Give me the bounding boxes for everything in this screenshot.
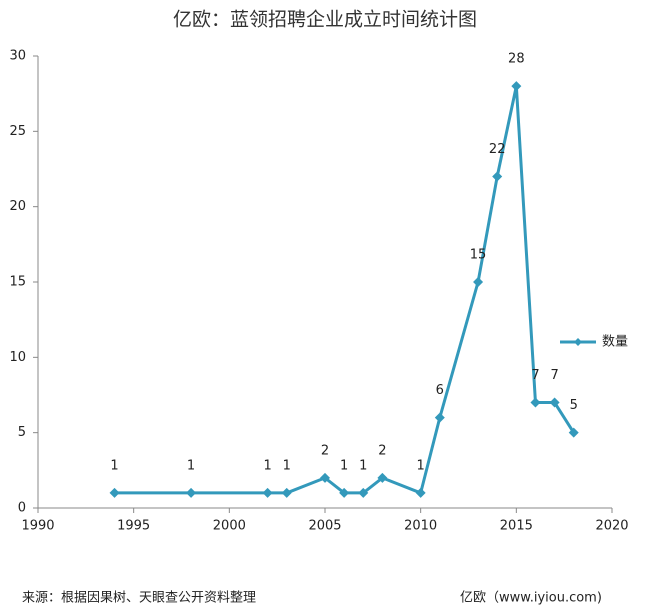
legend-marker: [574, 338, 582, 346]
data-point: [415, 487, 426, 498]
data-label: 1: [340, 458, 348, 473]
y-tick-label: 5: [18, 425, 26, 440]
x-tick-label: 2000: [213, 519, 246, 534]
data-point: [358, 487, 369, 498]
data-label: 1: [283, 458, 291, 473]
data-point: [530, 397, 541, 408]
data-label: 22: [489, 142, 506, 157]
credit-note: 亿欧（www.iyiou.com): [460, 591, 602, 606]
chart-title: 亿欧：蓝领招聘企业成立时间统计图: [173, 9, 477, 31]
data-point: [339, 487, 350, 498]
legend-label: 数量: [602, 335, 628, 350]
y-tick-label: 25: [9, 124, 26, 139]
data-point: [262, 487, 273, 498]
data-label: 15: [470, 248, 487, 263]
y-tick-label: 15: [9, 275, 26, 290]
data-label: 1: [359, 458, 367, 473]
x-tick-label: 2010: [404, 519, 437, 534]
x-tick-label: 2020: [595, 519, 628, 534]
data-label: 5: [570, 398, 578, 413]
y-tick-label: 30: [9, 49, 26, 64]
data-point: [568, 427, 579, 438]
data-label: 1: [187, 458, 195, 473]
data-point: [186, 487, 197, 498]
data-label: 2: [321, 443, 329, 458]
x-tick-label: 1995: [117, 519, 150, 534]
data-label: 1: [417, 458, 425, 473]
x-tick-label: 1990: [21, 519, 54, 534]
data-point: [549, 397, 560, 408]
data-point: [320, 472, 330, 483]
data-point: [281, 487, 292, 498]
data-label: 1: [110, 458, 118, 473]
y-tick-label: 0: [18, 501, 26, 516]
y-tick-label: 20: [9, 199, 26, 214]
data-label: 6: [436, 383, 444, 398]
data-label: 1: [263, 458, 271, 473]
data-point: [473, 277, 484, 287]
data-point: [434, 412, 445, 423]
x-tick-label: 2015: [500, 519, 533, 534]
data-label: 7: [531, 368, 539, 383]
data-point: [492, 171, 503, 182]
y-tick-label: 10: [9, 350, 26, 365]
data-label: 2: [378, 443, 386, 458]
x-tick-label: 2005: [308, 519, 341, 534]
data-point: [109, 487, 120, 498]
data-point: [511, 81, 522, 92]
data-label: 28: [508, 52, 525, 67]
data-label: 7: [550, 368, 558, 383]
data-line: [114, 84, 575, 495]
data-point: [377, 472, 388, 483]
source-note: 来源：根据因果树、天眼查公开资料整理: [22, 591, 256, 606]
